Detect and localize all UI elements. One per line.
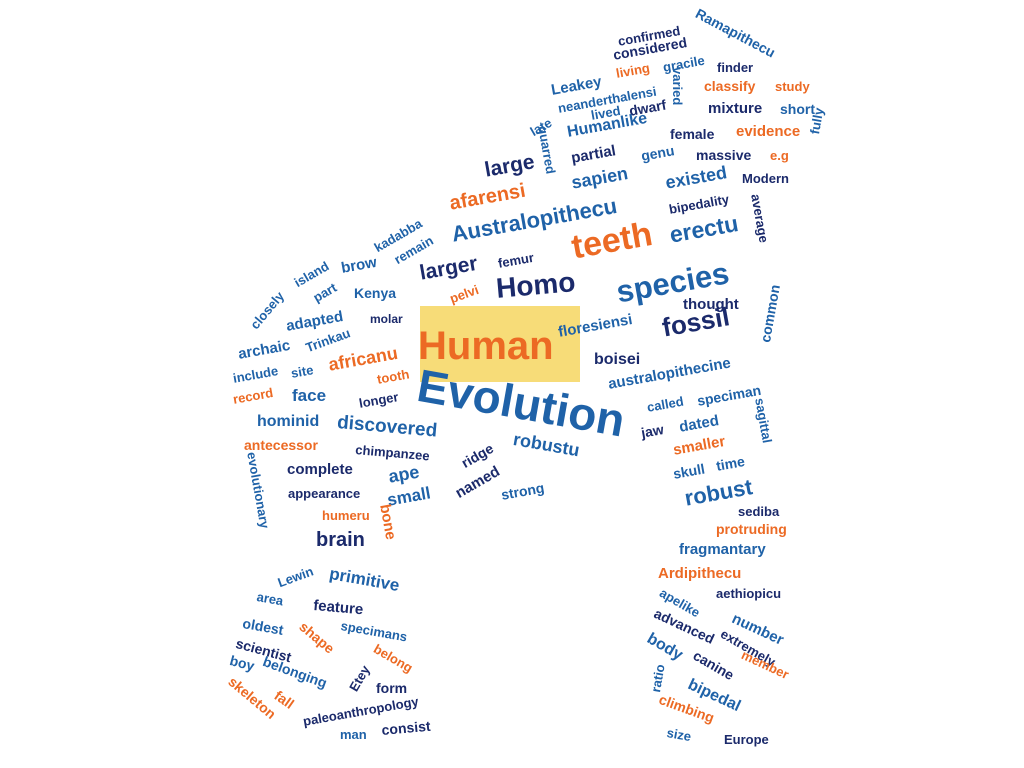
cloud-word-lewin: Lewin	[275, 563, 316, 591]
cloud-word-belonging: belonging	[260, 653, 330, 691]
cloud-word-archaic: archaic	[236, 336, 292, 363]
cloud-word-classify: classify	[704, 78, 756, 94]
cloud-word-living: living	[614, 60, 651, 81]
cloud-word-oldest: oldest	[241, 615, 285, 638]
cloud-word-boy: boy	[228, 652, 257, 674]
cloud-word-dated: dated	[677, 412, 721, 436]
cloud-word-kenya: Kenya	[354, 285, 397, 301]
cloud-word-molar: molar	[370, 312, 403, 326]
cloud-word-primitive: primitive	[327, 564, 401, 596]
cloud-word-thought: thought	[683, 296, 739, 313]
cloud-word-belong: belong	[371, 641, 416, 676]
cloud-word-brow: brow	[339, 253, 379, 277]
cloud-word-smaller: smaller	[671, 432, 727, 459]
cloud-word-ratio: ratio	[648, 663, 668, 694]
cloud-word-short: short	[780, 101, 815, 117]
cloud-word-time: time	[714, 453, 746, 474]
cloud-word-ramapithecu: Ramapithecu	[692, 5, 779, 61]
cloud-word-longer: longer	[357, 389, 400, 411]
cloud-word-feature: feature	[312, 597, 364, 619]
cloud-word-quarred: quarred	[535, 124, 559, 176]
cloud-word-afarensi: afarensi	[447, 179, 528, 215]
cloud-word-protruding: protruding	[716, 521, 787, 537]
cloud-word-fossil: fossil	[659, 301, 732, 343]
cloud-word-antecessor: antecessor	[244, 437, 318, 453]
cloud-word-skeleton: skeleton	[225, 673, 280, 723]
cloud-word-sagittal: sagittal	[752, 396, 775, 445]
cloud-word-fragmantary: fragmantary	[679, 541, 766, 558]
human-highlight-box	[420, 306, 580, 382]
cloud-word-e-g: e.g	[770, 148, 789, 163]
cloud-word-skull: skull	[671, 460, 707, 482]
cloud-word-aethiopicu: aethiopicu	[716, 586, 782, 601]
cloud-word-man: man	[340, 727, 367, 742]
cloud-word-partial: partial	[569, 142, 618, 167]
cloud-word-hominid: hominid	[257, 413, 320, 430]
cloud-word-evolutionary: evolutionary	[244, 450, 273, 530]
cloud-word-boisei: boisei	[594, 351, 641, 368]
cloud-word-mixture: mixture	[708, 100, 763, 117]
cloud-word-complete: complete	[287, 461, 353, 478]
cloud-word-existed: existed	[663, 162, 729, 193]
cloud-word-appearance: appearance	[288, 486, 361, 501]
cloud-word-chimpanzee: chimpanzee	[354, 442, 431, 464]
cloud-word-area: area	[255, 589, 285, 609]
cloud-word-size: size	[665, 725, 693, 745]
cloud-word-common: common	[757, 283, 783, 344]
cloud-word-ape: ape	[386, 461, 421, 487]
cloud-word-femur: femur	[496, 249, 536, 271]
cloud-word-called: called	[645, 393, 685, 415]
cloud-word-closely: closely	[247, 288, 288, 332]
cloud-word-sapien: sapien	[569, 163, 630, 193]
cloud-word-named: named	[452, 462, 503, 502]
cloud-word-average: average	[748, 192, 772, 244]
cloud-word-discovered: discovered	[336, 412, 439, 442]
cloud-word-brain: brain	[316, 529, 365, 551]
cloud-word-varied: varied	[670, 67, 685, 106]
cloud-word-include: include	[231, 363, 280, 386]
cloud-word-humeru: humeru	[322, 508, 370, 523]
cloud-word-study: study	[775, 79, 810, 94]
cloud-word-face: face	[292, 386, 327, 405]
cloud-word-pelvi: pelvi	[447, 281, 481, 307]
cloud-word-genu: genu	[639, 142, 676, 164]
cloud-word-large: large	[482, 150, 537, 182]
cloud-word-jaw: jaw	[639, 421, 665, 441]
cloud-word-evidence: evidence	[736, 123, 801, 140]
cloud-word-site: site	[289, 362, 315, 381]
cloud-word-sediba: sediba	[738, 504, 780, 519]
cloud-word-form: form	[376, 680, 408, 696]
cloud-word-erectu: erectu	[667, 210, 741, 248]
cloud-word-specimans: specimans	[339, 618, 409, 645]
cloud-word-tooth: tooth	[375, 366, 411, 387]
cloud-word-etey: Etey	[346, 662, 373, 694]
cloud-word-female: female	[670, 126, 715, 142]
cloud-word-record: record	[231, 384, 275, 407]
cloud-word-body: body	[644, 630, 686, 664]
cloud-word-modern: Modern	[742, 171, 789, 186]
cloud-word-consist: consist	[380, 717, 432, 738]
cloud-word-larger: larger	[417, 251, 480, 285]
cloud-word-strong: strong	[499, 479, 546, 503]
cloud-word-human: Human	[418, 324, 554, 368]
cloud-word-homo: Homo	[494, 266, 577, 304]
cloud-word-shape: shape	[296, 618, 338, 657]
cloud-word-finder: finder	[717, 60, 754, 75]
cloud-word-fully: fully	[807, 106, 827, 136]
cloud-word-europe: Europe	[724, 732, 769, 747]
cloud-word-part: part	[310, 279, 340, 306]
cloud-word-canine: canine	[690, 647, 737, 684]
cloud-word-massive: massive	[696, 147, 752, 163]
cloud-word-ardipithecu: Ardipithecu	[658, 565, 742, 582]
